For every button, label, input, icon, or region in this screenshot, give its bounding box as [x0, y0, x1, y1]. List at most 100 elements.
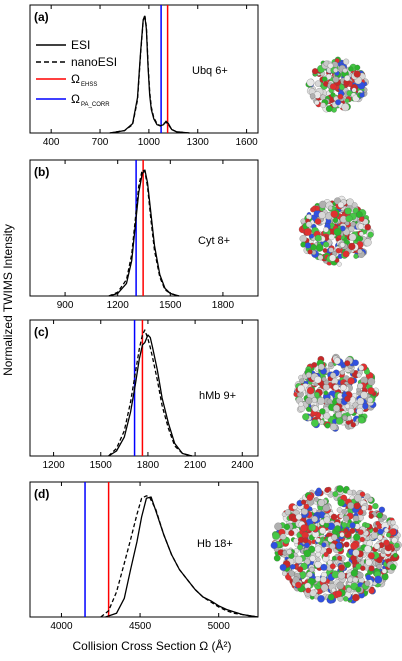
atom-sphere: [323, 516, 331, 524]
atom-sphere: [348, 408, 355, 415]
atom-sphere: [318, 200, 327, 209]
atom-sphere: [320, 563, 328, 571]
atom-sphere: [363, 368, 371, 375]
atom-sphere: [354, 64, 361, 71]
atom-sphere: [314, 205, 320, 211]
protein-annotation: Ubq 6+: [192, 65, 228, 77]
atom-sphere: [302, 537, 309, 544]
atom-sphere: [317, 397, 325, 405]
atom-sphere: [343, 515, 350, 522]
x-axis-label: Collision Cross Section Ω (Å²): [72, 638, 231, 653]
atom-sphere: [279, 563, 287, 571]
atom-sphere: [376, 564, 382, 570]
atom-sphere: [298, 401, 304, 407]
atom-sphere: [273, 554, 281, 562]
atom-sphere: [315, 576, 321, 582]
protein-structure-icon: [305, 56, 369, 113]
x-tick-label: 1500: [159, 300, 182, 311]
atom-sphere: [390, 519, 396, 526]
atom-sphere: [348, 233, 357, 241]
atom-sphere: [373, 543, 381, 550]
atom-sphere: [359, 491, 366, 497]
legend-nanoesi-text: nanoESI: [71, 55, 117, 69]
atom-sphere: [378, 506, 386, 513]
protein-structure-icon: [298, 195, 375, 267]
panel-c: 1200 1500 1800 2100 2400 (c) hMb 9+: [29, 319, 259, 471]
atom-sphere: [364, 223, 371, 231]
atom-sphere: [329, 423, 338, 431]
axes-frame: [29, 319, 259, 457]
atom-sphere: [350, 569, 358, 577]
atom-sphere: [304, 228, 312, 236]
atom-sphere: [346, 415, 353, 421]
atom-sphere: [338, 513, 344, 519]
nanoesi-series-line: [108, 169, 180, 297]
nanoesi-series-line: [100, 495, 259, 618]
atom-sphere: [350, 542, 358, 550]
atom-sphere: [299, 378, 305, 384]
atom-sphere: [337, 93, 344, 100]
atom-sphere: [339, 242, 346, 248]
x-tick-label: 2100: [184, 460, 207, 471]
atom-sphere: [335, 411, 343, 419]
esi-series-line: [109, 15, 190, 134]
legend-ehss-subscript: EHSS: [81, 82, 97, 88]
legend-esi-text: ESI: [71, 38, 90, 52]
atom-sphere: [337, 201, 345, 209]
atom-sphere: [351, 558, 358, 565]
panel-b: 900 1200 1500 1800 (b) Cyt 8+: [29, 159, 259, 311]
atom-sphere: [321, 376, 327, 382]
atom-sphere: [329, 83, 337, 90]
atom-sphere: [386, 532, 391, 538]
atom-sphere: [323, 412, 331, 420]
atom-sphere: [344, 75, 351, 82]
atom-sphere: [337, 555, 343, 561]
atom-sphere: [344, 98, 350, 104]
atom-sphere: [315, 244, 324, 252]
atom-sphere: [320, 576, 327, 583]
atom-sphere: [297, 544, 303, 551]
atom-sphere: [272, 532, 280, 540]
x-tick-label: 700: [92, 137, 109, 148]
atom-sphere: [392, 552, 398, 558]
atom-sphere: [325, 73, 332, 80]
atom-sphere: [306, 494, 314, 501]
atom-sphere: [317, 254, 324, 261]
atom-sphere: [381, 573, 389, 581]
esi-series-line: [105, 496, 259, 618]
atom-sphere: [357, 529, 364, 536]
x-tick-label: 5000: [208, 621, 231, 632]
atom-sphere: [341, 103, 350, 112]
atom-sphere: [352, 359, 359, 367]
atom-sphere: [306, 386, 315, 395]
nanoesi-series-line: [108, 329, 193, 457]
atom-sphere: [320, 102, 326, 109]
atom-sphere: [342, 415, 348, 421]
atom-sphere: [304, 542, 310, 549]
atom-sphere: [314, 545, 322, 553]
atom-sphere: [342, 596, 349, 602]
atom-sphere: [314, 234, 322, 242]
atom-sphere: [335, 542, 343, 550]
atom-sphere: [335, 417, 344, 425]
atom-sphere: [328, 205, 333, 211]
atom-sphere: [332, 76, 340, 83]
atom-sphere: [367, 387, 375, 395]
atom-sphere: [329, 563, 336, 570]
atom-sphere: [311, 362, 318, 368]
x-tick-label: 1300: [187, 137, 210, 148]
atom-sphere: [330, 513, 338, 521]
atom-sphere: [350, 422, 356, 428]
esi-series-line: [108, 334, 193, 457]
atom-sphere: [353, 494, 362, 502]
atom-sphere: [314, 80, 322, 87]
atom-sphere: [314, 497, 319, 502]
panel-label: (b): [34, 165, 49, 179]
atom-sphere: [352, 515, 360, 522]
atom-sphere: [308, 523, 316, 532]
atom-sphere: [377, 528, 384, 535]
atom-sphere: [297, 384, 305, 393]
atom-sphere: [297, 566, 304, 573]
atom-sphere: [347, 576, 354, 583]
atom-sphere: [312, 405, 319, 413]
